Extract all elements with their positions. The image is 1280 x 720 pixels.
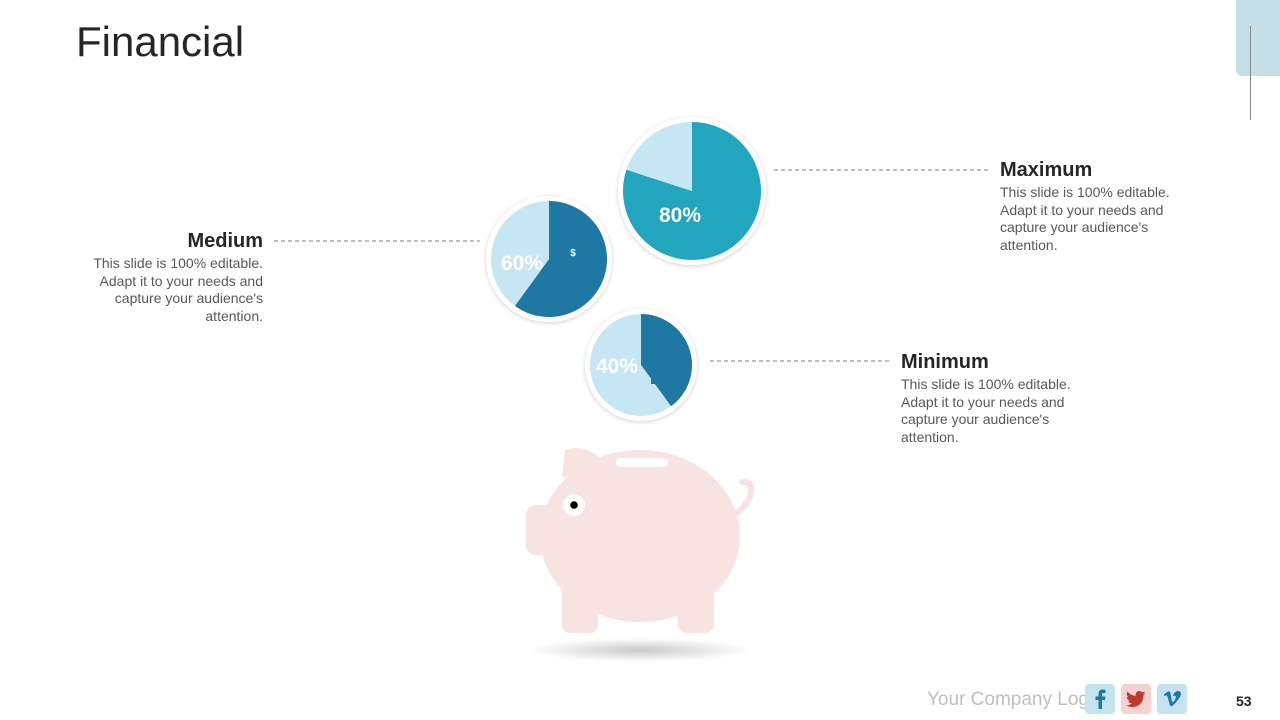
vimeo-icon[interactable] xyxy=(1157,684,1187,714)
pie-slice-minimum-value xyxy=(641,314,693,407)
growth-chart-icon xyxy=(651,356,677,384)
heading-minimum: Minimum xyxy=(901,351,989,373)
pie-chart-maximum: 80% xyxy=(618,117,766,265)
slide-title: Financial xyxy=(76,18,245,65)
heading-medium: Medium xyxy=(187,230,263,252)
corner-accent-tab xyxy=(1236,0,1280,76)
body-medium: This slide is 100% editable. Adapt it to… xyxy=(93,255,263,324)
text-block-medium: Medium This slide is 100% editable. Adap… xyxy=(78,230,263,325)
page-number: 53 xyxy=(1236,693,1252,709)
piggy-bank-illustration xyxy=(526,447,755,662)
hand-coins-icon xyxy=(707,141,738,170)
text-block-minimum: Minimum This slide is 100% editable. Ada… xyxy=(901,351,1091,446)
pie-slice-maximum-rest xyxy=(626,122,692,191)
pie-data-label: 40% xyxy=(596,355,638,378)
pie-slice-medium-value xyxy=(514,201,607,317)
pie-slice-medium-rest xyxy=(491,201,549,306)
text-block-maximum: Maximum This slide is 100% editable. Ada… xyxy=(1000,159,1190,254)
pie-chart-minimum: 40% xyxy=(585,309,697,421)
heading-maximum: Maximum xyxy=(1000,159,1093,181)
money-bag-icon: $ xyxy=(562,232,592,263)
svg-text:$: $ xyxy=(570,248,576,259)
pie-data-label: 80% xyxy=(659,204,701,227)
company-logo-placeholder: Your Company Logo xyxy=(927,689,1100,710)
corner-accent-line xyxy=(1250,26,1251,120)
facebook-icon[interactable] xyxy=(1085,684,1115,714)
body-minimum: This slide is 100% editable. Adapt it to… xyxy=(901,376,1071,445)
pie-data-label: 60% xyxy=(501,252,543,275)
pie-chart-medium: 60% xyxy=(486,196,612,322)
twitter-icon[interactable] xyxy=(1121,684,1151,714)
body-maximum: This slide is 100% editable. Adapt it to… xyxy=(1000,184,1170,253)
pie-slice-minimum-rest xyxy=(589,314,671,416)
